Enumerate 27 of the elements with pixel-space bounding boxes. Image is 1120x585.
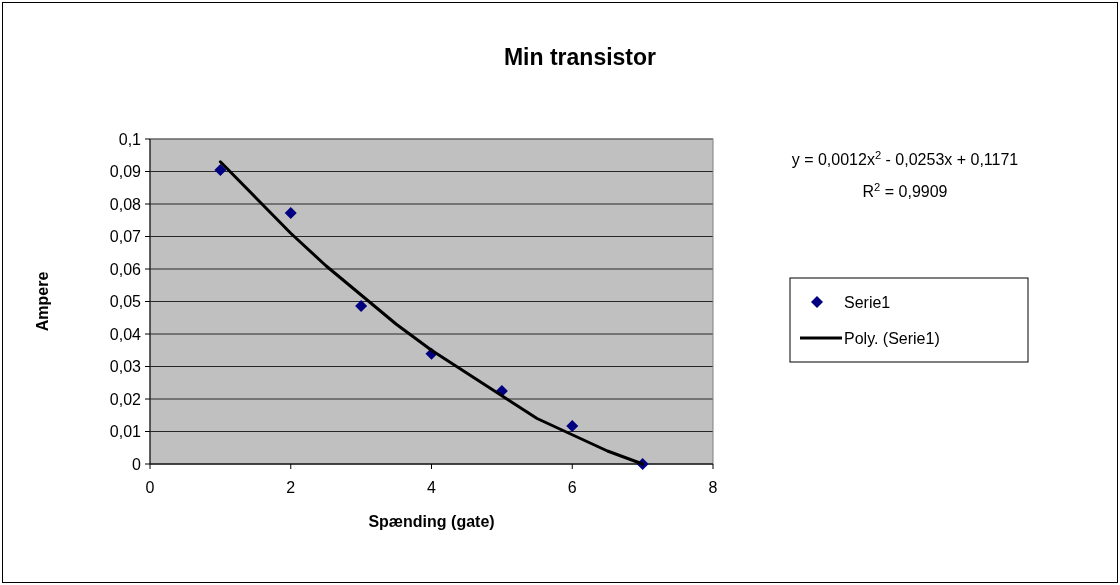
y-tick-label: 0,08 [109,195,142,213]
y-tick-label: 0 [132,455,142,473]
legend-label: Serie1 [844,293,891,311]
point [566,419,579,432]
y-tick-label: 0,05 [109,293,142,311]
y-tick-label: 0,03 [109,358,142,376]
point [214,163,227,176]
y-tick-label: 0,1 [118,130,142,148]
text: y = 0,0012x$^{2}$ - 0,0253x + 0,1171 [791,148,1019,168]
x-axis-title: Spænding (gate) [368,513,495,530]
text: R$^{2}$ = 0,9909 [862,180,948,200]
y-tick-label: 0,04 [109,325,142,343]
legend-label: Poly. (Serie1) [844,329,940,347]
x-tick-label: 8 [708,479,718,496]
y-tick-label: 0,02 [109,390,142,408]
y-tick-label: 0,06 [109,260,142,278]
y-tick-label: 0,01 [109,423,142,441]
chart-title: Min transistor [503,44,657,70]
x-tick-label: 6 [567,479,577,496]
x-tick-label: 2 [286,479,296,496]
point [355,300,368,313]
x-tick-label: 0 [145,479,155,496]
y-axis-title: Ampere [33,271,51,332]
x-tick-label: 4 [427,479,437,496]
y-tick-label: 0,07 [109,228,142,246]
point [284,207,297,220]
y-tick-label: 0,09 [109,163,142,181]
